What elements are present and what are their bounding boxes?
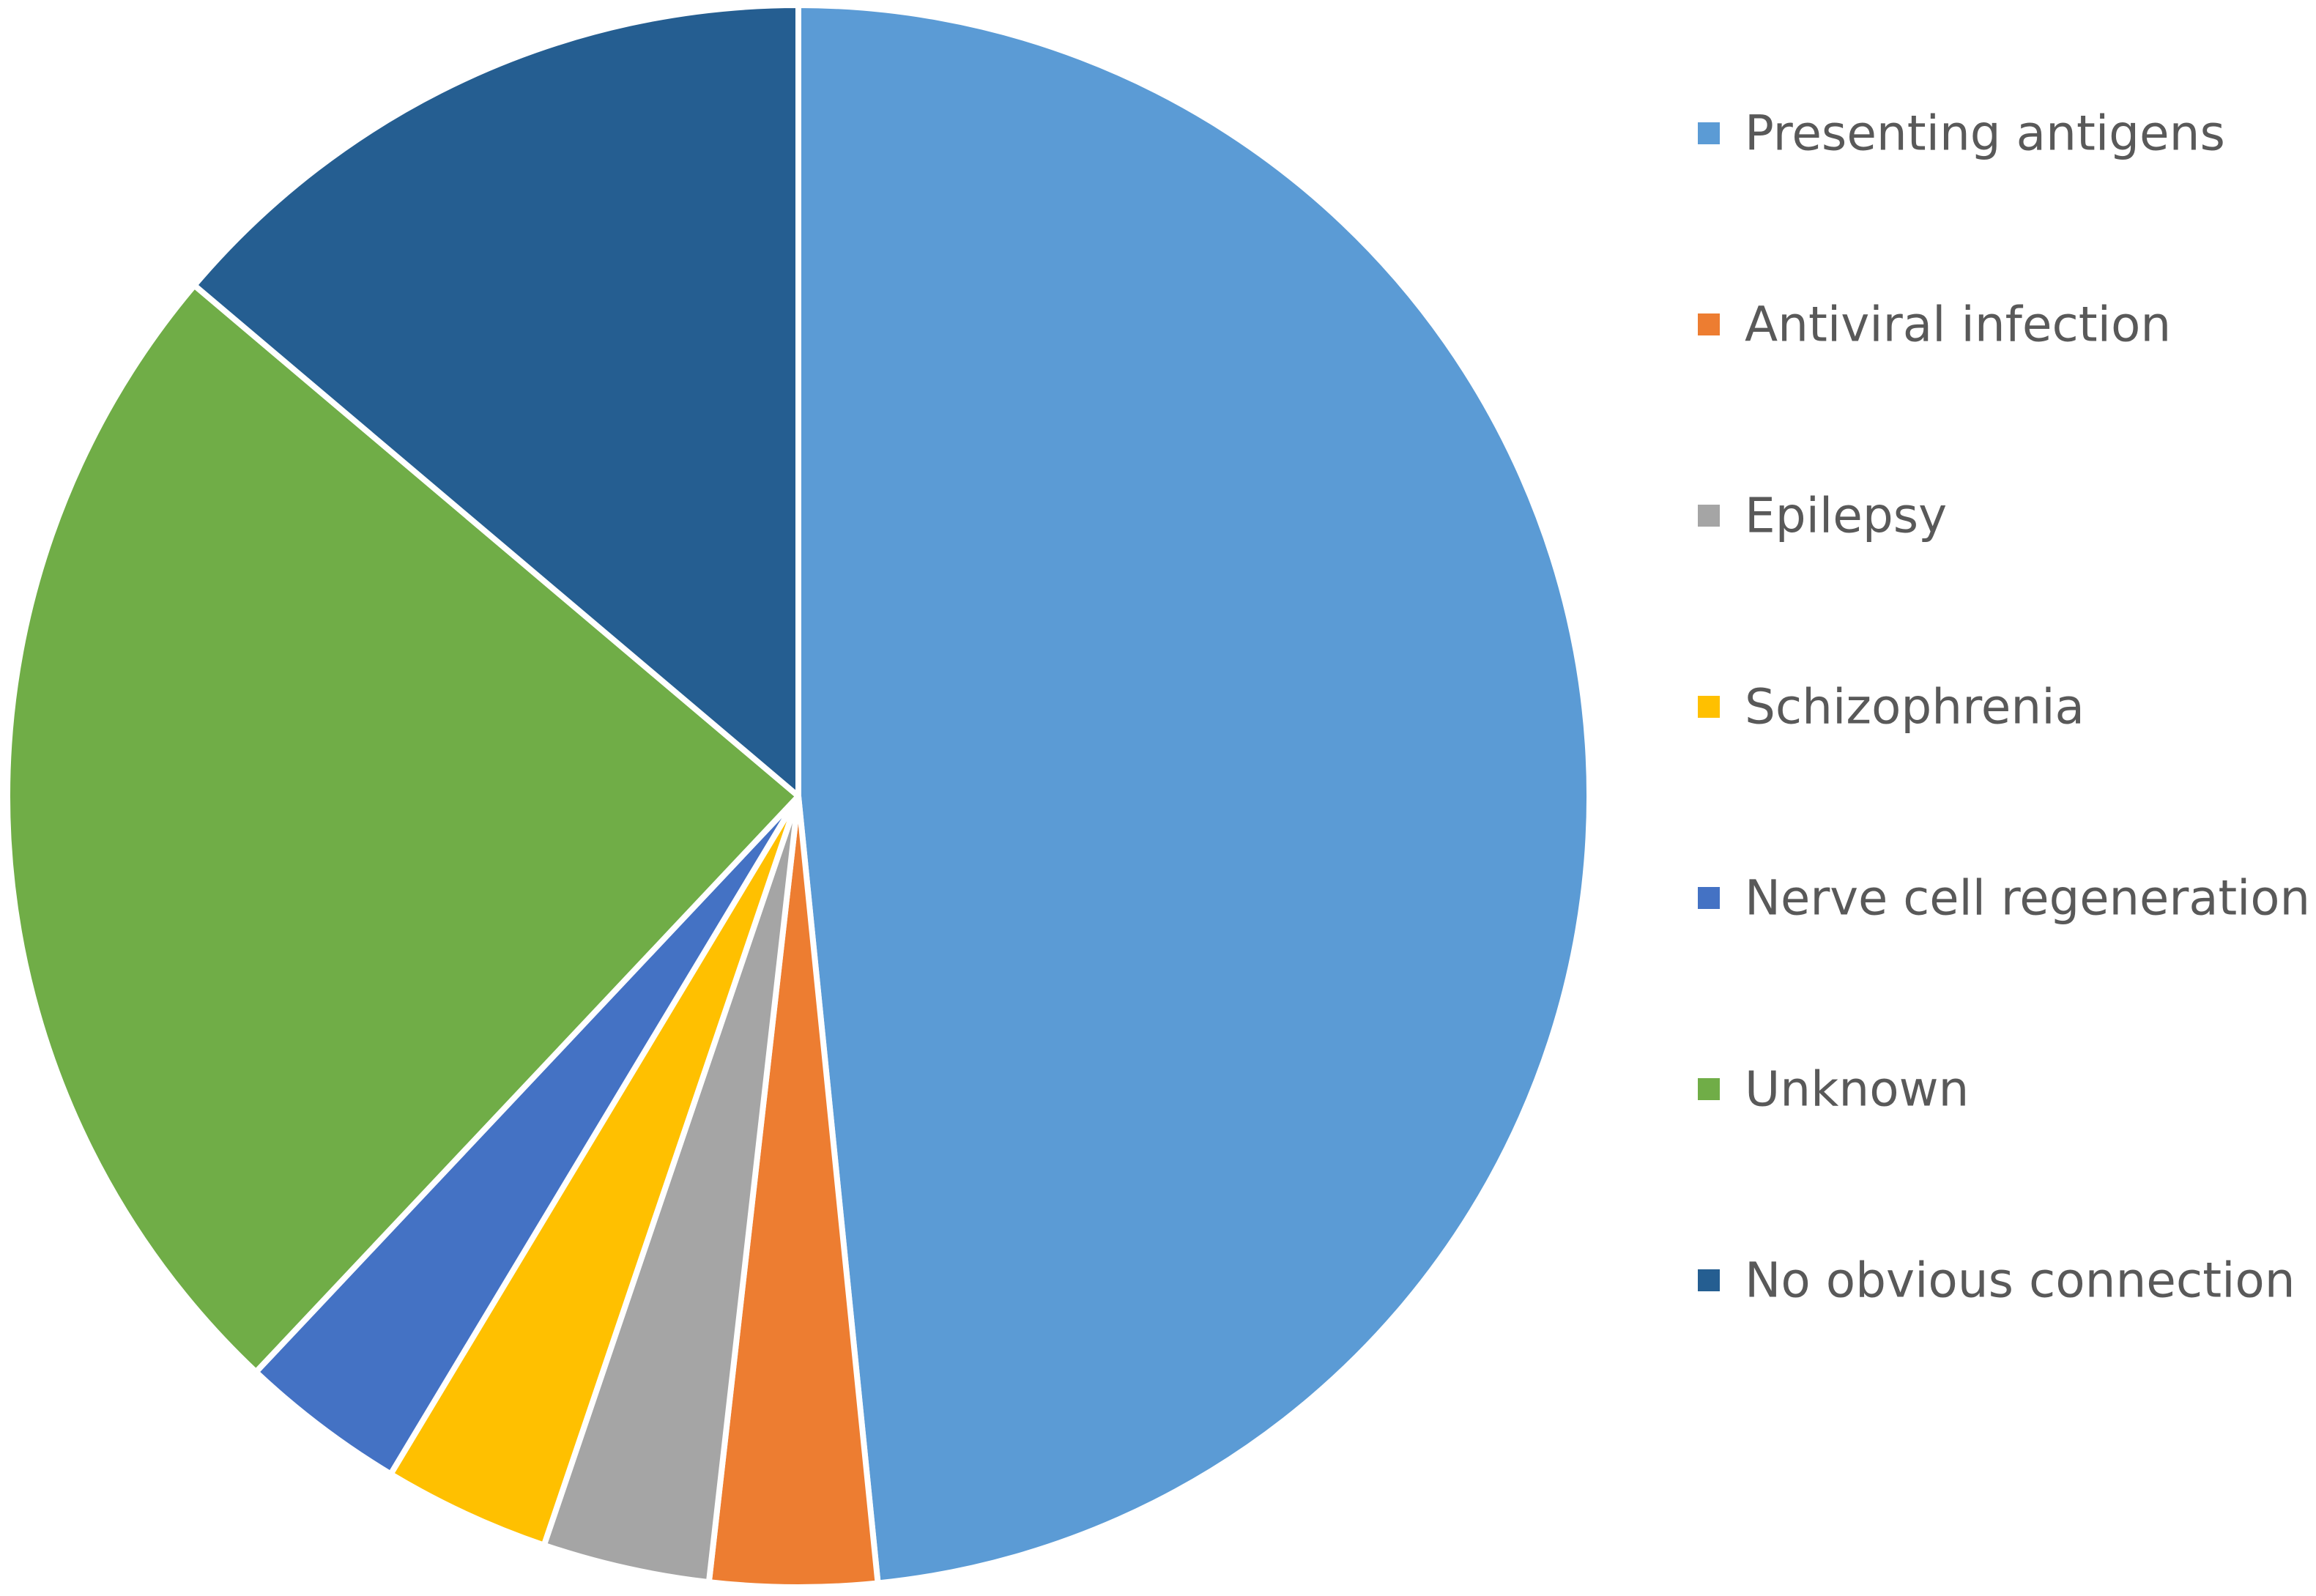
legend-item-presenting-antigens: Presenting antigens	[1698, 105, 2225, 162]
legend-item-schizophrenia: Schizophrenia	[1698, 679, 2085, 735]
legend-label-presenting-antigens: Presenting antigens	[1745, 105, 2225, 162]
legend-label-schizophrenia: Schizophrenia	[1745, 679, 2085, 735]
legend-swatch-presenting-antigens	[1698, 122, 1720, 144]
legend-swatch-no-obvious-connection	[1698, 1269, 1720, 1291]
legend-label-antiviral-infection: Antiviral infection	[1745, 297, 2171, 353]
pie-slice-antiviral-infection	[705, 793, 881, 1590]
legend-swatch-antiviral-infection	[1698, 313, 1720, 335]
legend-item-nerve-cell-regeneration: Nerve cell regeneration	[1698, 870, 2310, 927]
pie-slice-unknown	[4, 282, 801, 1376]
legend-label-epilepsy: Epilepsy	[1745, 488, 1947, 544]
legend-item-no-obvious-connection: No obvious connection	[1698, 1252, 2295, 1309]
legend-label-no-obvious-connection: No obvious connection	[1745, 1252, 2295, 1309]
pie-slice-epilepsy	[541, 793, 801, 1586]
legend-swatch-epilepsy	[1698, 505, 1720, 527]
legend-label-nerve-cell-regeneration: Nerve cell regeneration	[1745, 870, 2310, 927]
pie-slices	[4, 2, 1593, 1590]
legend-swatch-unknown	[1698, 1078, 1720, 1100]
legend-label-unknown: Unknown	[1745, 1061, 1969, 1118]
legend-item-unknown: Unknown	[1698, 1061, 1969, 1118]
pie-slice-presenting-antigens	[795, 2, 1593, 1586]
legend-item-antiviral-infection: Antiviral infection	[1698, 297, 2171, 353]
pie-slice-schizophrenia	[387, 793, 801, 1548]
legend-swatch-nerve-cell-regeneration	[1698, 887, 1720, 909]
legend-swatch-schizophrenia	[1698, 696, 1720, 718]
pie-slice-nerve-cell-regeneration	[253, 793, 801, 1477]
pie-slice-no-obvious-connection	[191, 2, 801, 799]
legend-item-epilepsy: Epilepsy	[1698, 488, 1947, 544]
legend: Presenting antigens Antiviral infection Ep…	[1698, 105, 2310, 1309]
